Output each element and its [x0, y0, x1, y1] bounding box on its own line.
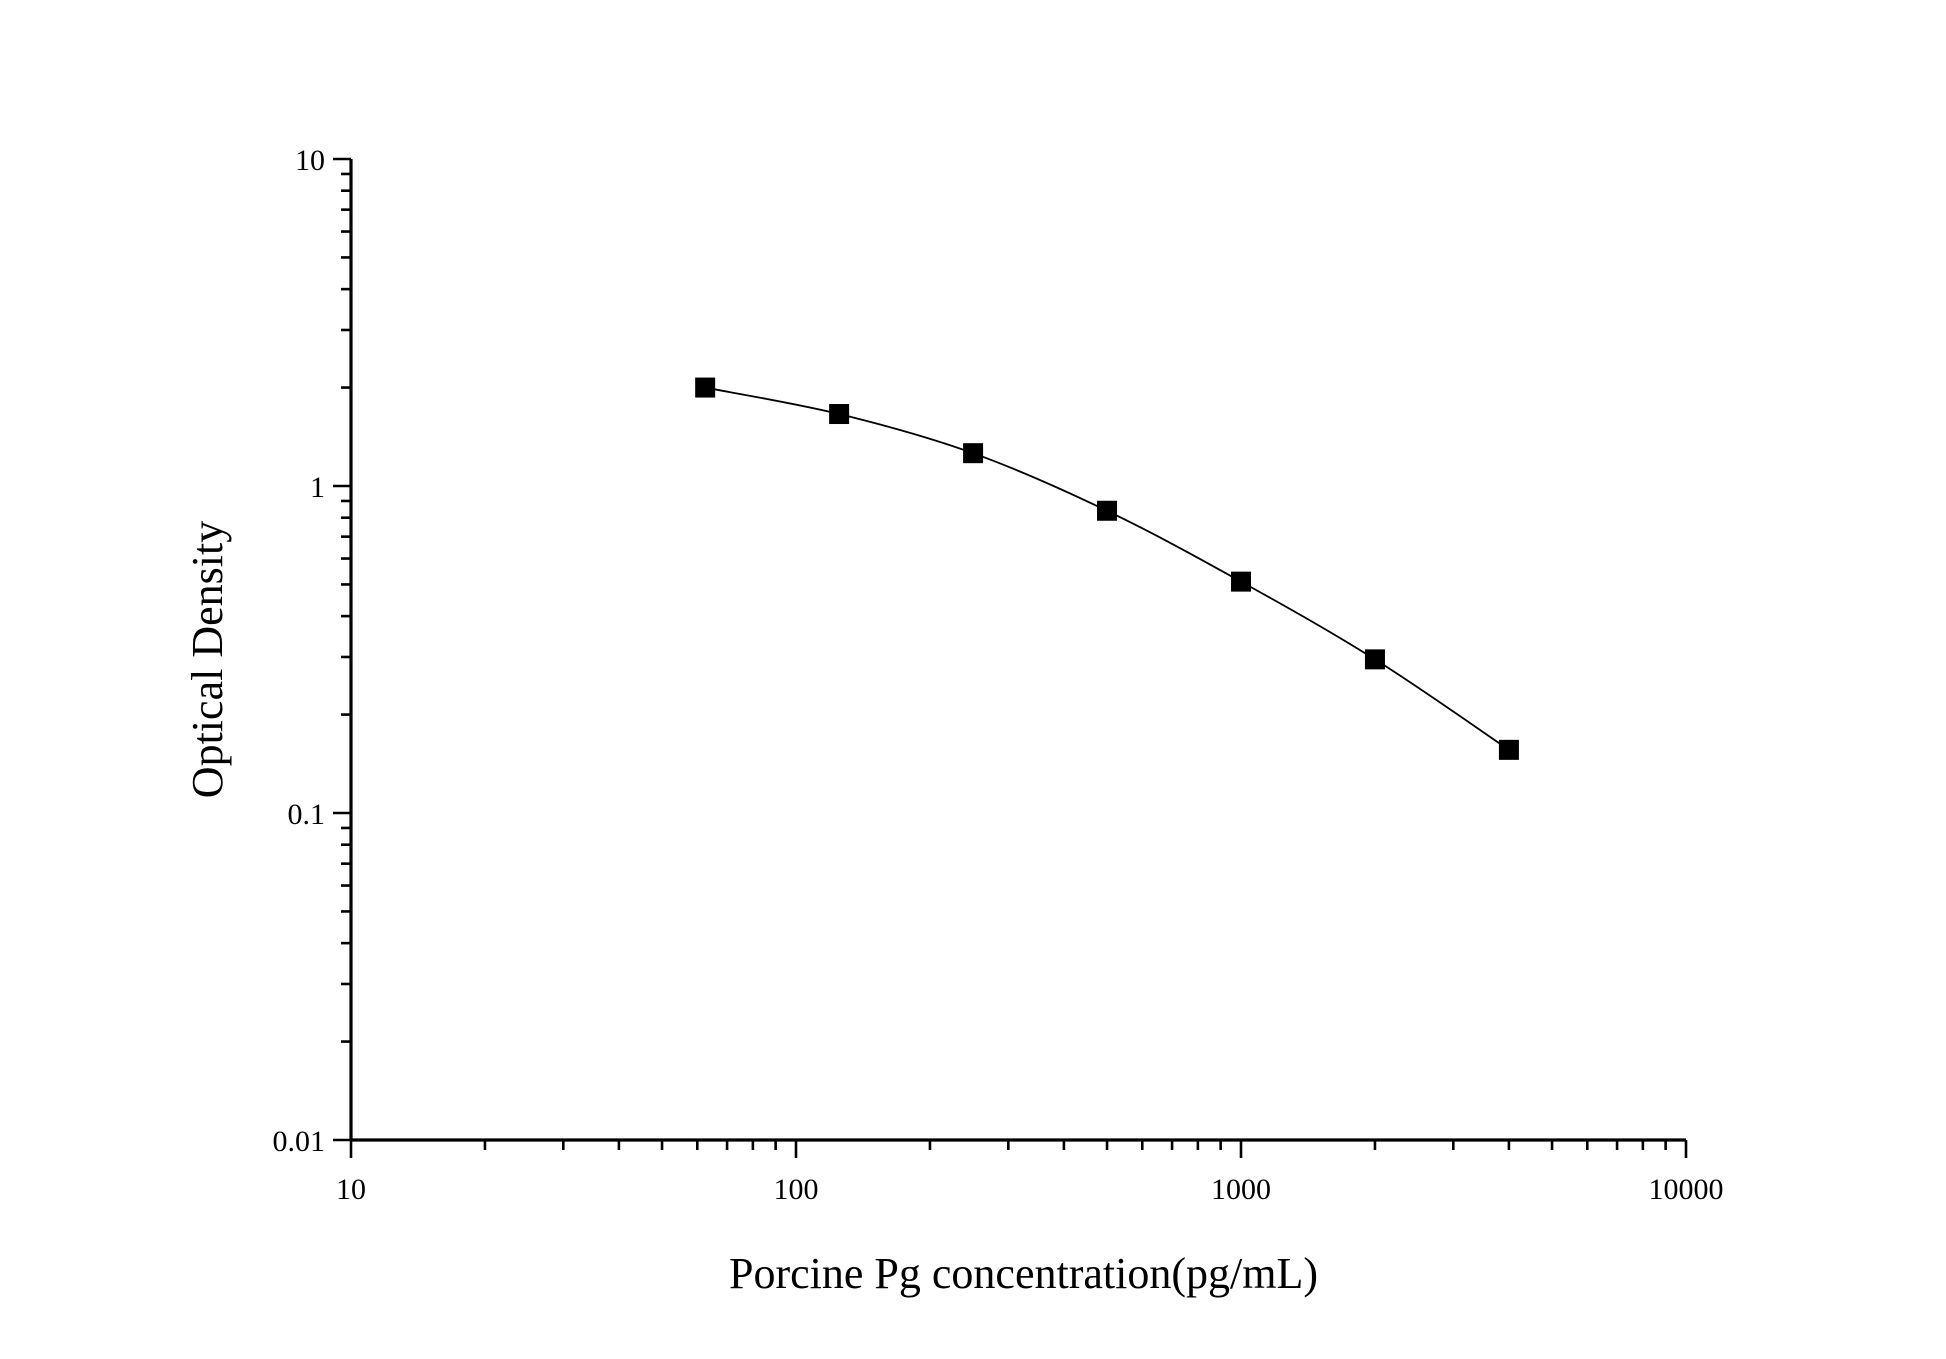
data-point-marker [963, 443, 984, 464]
x-tick-label: 10 [336, 1173, 366, 1206]
x-tick-label: 100 [774, 1173, 819, 1206]
data-point-marker [695, 377, 716, 398]
y-tick-label: 0.01 [273, 1125, 326, 1158]
axes [349, 159, 1686, 1142]
series-line [704, 386, 1510, 751]
plot-area [695, 377, 1519, 760]
x-tick-label: 10000 [1649, 1173, 1724, 1206]
data-point-marker [829, 404, 850, 425]
data-point-marker [1231, 571, 1251, 592]
data-point-marker [1364, 649, 1385, 670]
y-axis-title: Optical Density [183, 521, 232, 798]
x-tick-label: 1000 [1211, 1173, 1271, 1206]
ticks [333, 157, 1688, 1158]
x-axis-title: Porcine Pg concentration(pg/mL) [729, 1249, 1318, 1298]
data-point-marker [1498, 739, 1519, 760]
y-tick-label: 10 [295, 144, 325, 177]
tick-labels: 10 100 1000 10000 0.01 0.1 1 10 [273, 144, 1724, 1206]
y-tick-label: 1 [310, 471, 325, 504]
y-tick-label: 0.1 [288, 798, 326, 831]
data-point-marker [1097, 500, 1118, 521]
